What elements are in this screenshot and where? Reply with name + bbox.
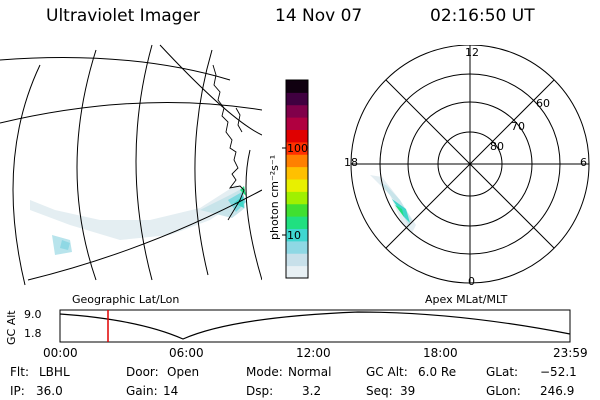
filter-value: LBHL [39, 365, 70, 379]
time-tick-2359: 23:59 [553, 346, 588, 360]
colorbar-band [286, 203, 308, 217]
colorbar-band [286, 265, 308, 279]
geographic-map [0, 44, 262, 286]
colorbar-band [286, 92, 308, 106]
gain-label: Gain: [126, 384, 158, 398]
glon-value: 246.9 [540, 384, 575, 398]
glat-value: −52.1 [540, 365, 577, 379]
colorbar-band [286, 141, 308, 155]
coastline [212, 64, 245, 221]
colorbar-band [286, 117, 308, 130]
seq-value: 39 [400, 384, 416, 398]
time-tick-0600: 06:00 [169, 346, 204, 360]
colorbar-tick-100: 100 [287, 142, 308, 155]
timeline-left-title: Geographic Lat/Lon [72, 293, 180, 306]
mode-value: Normal [288, 365, 332, 379]
colorbar-band [286, 129, 308, 143]
time-tick-1800: 18:00 [423, 346, 458, 360]
colorbar-band [286, 179, 308, 192]
altitude-curve [59, 311, 571, 340]
colorbar-band [286, 253, 308, 267]
mode-label: Mode: [246, 365, 283, 379]
mlt-label-18: 18 [344, 156, 358, 169]
mlat-label-70: 70 [511, 120, 525, 133]
polar-plot [350, 45, 590, 284]
dsp-value: 3.2 [302, 384, 322, 398]
colorbar-band [286, 104, 308, 118]
map-grid [0, 44, 262, 286]
colorbar-band [286, 80, 308, 93]
timeline-y-max: 9.0 [24, 308, 42, 321]
colorbar-unit-label: photon cm⁻²s⁻¹ [268, 154, 281, 240]
gcalt-value: 6.0 Re [418, 365, 457, 379]
seq-label: Seq: [366, 384, 393, 398]
aurora-emission-geo [30, 185, 246, 255]
mlt-label-0: 0 [468, 275, 475, 288]
colorbar-band [286, 154, 308, 168]
colorbar [282, 79, 309, 279]
door-value: Open [167, 365, 200, 379]
timeline-y-min: 1.8 [24, 327, 42, 340]
mlat-label-80: 80 [490, 140, 504, 153]
ip-label: IP: [10, 384, 25, 398]
door-label: Door: [126, 365, 159, 379]
time-tick-1200: 12:00 [296, 346, 331, 360]
instrument-title: Ultraviolet Imager [46, 6, 200, 26]
time-tick-0000: 00:00 [43, 346, 78, 360]
colorbar-band [286, 166, 308, 180]
glat-label: GLat: [486, 365, 519, 379]
mlat-label-60: 60 [536, 97, 550, 110]
colorbar-band [286, 191, 308, 205]
date-label: 14 Nov 07 [275, 6, 363, 26]
colorbar-band [286, 228, 308, 242]
gain-value: 14 [163, 384, 179, 398]
altitude-timeline [59, 309, 571, 343]
colorbar-gradient [286, 80, 308, 279]
aurora-emission-polar [370, 175, 416, 233]
colorbar-band [286, 240, 308, 254]
timeline-right-title: Apex MLat/MLT [425, 293, 508, 306]
gcalt-label: GC Alt: [366, 365, 408, 379]
mlt-label-12: 12 [465, 46, 479, 59]
glon-label: GLon: [486, 384, 521, 398]
colorbar-band [286, 216, 308, 229]
dsp-label: Dsp: [246, 384, 274, 398]
time-label: 02:16:50 UT [430, 6, 535, 26]
polar-grid [350, 45, 590, 284]
mlt-label-6: 6 [580, 156, 587, 169]
ip-value: 36.0 [36, 384, 63, 398]
filter-label: Flt: [10, 365, 29, 379]
colorbar-tick-10: 10 [287, 229, 301, 242]
timeline-y-axis-label: GC Alt [5, 310, 18, 345]
